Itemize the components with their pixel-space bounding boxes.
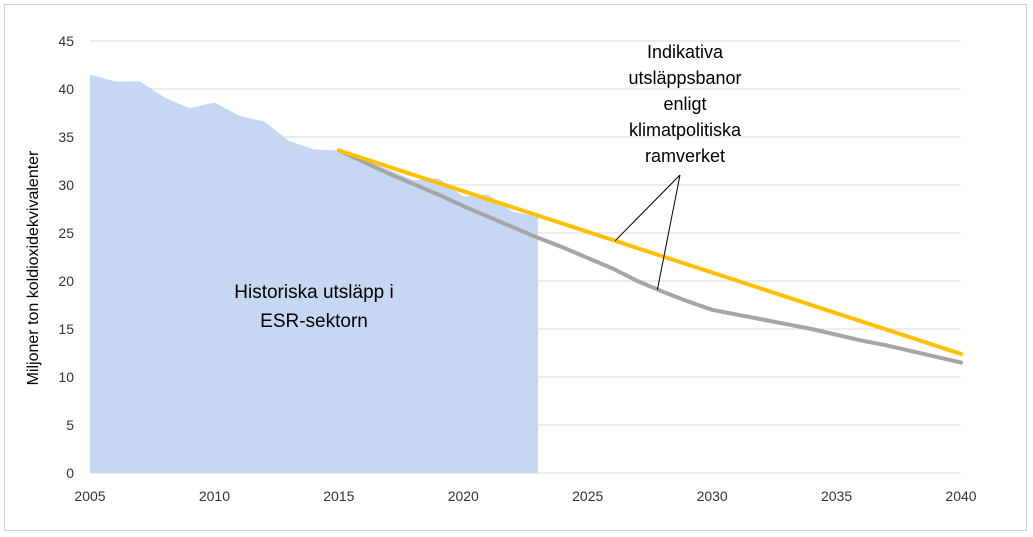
y-axis-label: Miljoner ton koldioxidekvivalenter [25, 150, 42, 385]
x-tick-label: 2005 [74, 488, 105, 504]
callout-label-line: klimatpolitiska [629, 120, 742, 140]
y-tick-label: 20 [58, 273, 74, 289]
callout-label-line: ramverket [645, 146, 725, 166]
series-line-1 [336, 148, 963, 356]
y-tick-label: 10 [58, 369, 74, 385]
annotations: Historiska utsläpp i ESR-sektorn Indikativ… [234, 42, 742, 332]
y-tick-label: 35 [58, 129, 74, 145]
y-tick-label: 0 [66, 465, 74, 481]
historical-area [90, 74, 538, 473]
x-tick-label: 2040 [945, 488, 976, 504]
y-tick-label: 45 [58, 33, 74, 49]
y-tick-label: 25 [58, 225, 74, 241]
callout-label-line: enligt [663, 94, 706, 114]
y-tick-label: 5 [66, 417, 74, 433]
area-label-line: Historiska utsläpp i [234, 282, 393, 303]
callout-leader-line [614, 174, 681, 242]
x-tick-label: 2010 [199, 488, 230, 504]
callout-label-line: Indikativa [647, 42, 724, 62]
y-tick-label: 30 [58, 177, 74, 193]
series-line-2 [336, 148, 963, 365]
series-layer [90, 74, 963, 473]
y-tick-label: 15 [58, 321, 74, 337]
callout-label-line: utsläppsbanor [628, 68, 741, 88]
callout-leader-line [656, 174, 681, 290]
x-tick-label: 2030 [697, 488, 728, 504]
x-tick-label: 2020 [448, 488, 479, 504]
x-tick-label: 2035 [821, 488, 852, 504]
x-tick-label: 2025 [572, 488, 603, 504]
y-tick-label: 40 [58, 81, 74, 97]
x-tick-label: 2015 [323, 488, 354, 504]
area-label-line: ESR-sektorn [260, 311, 368, 332]
